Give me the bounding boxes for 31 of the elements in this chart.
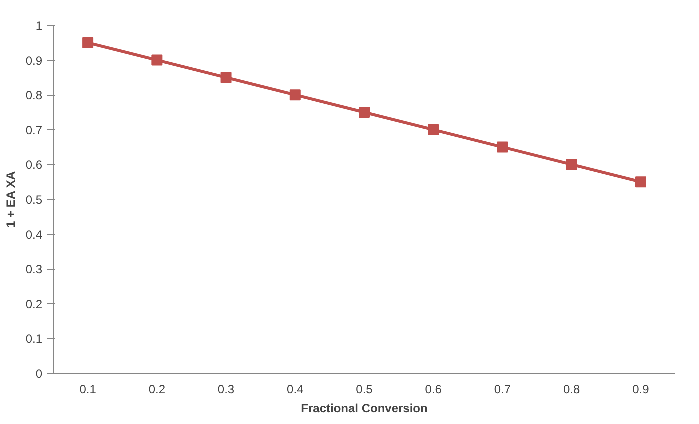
- y-axis-title: 1 + EA XA: [4, 171, 18, 228]
- y-tick-label: 0.7: [26, 123, 43, 138]
- y-tick-label: 0.3: [26, 262, 43, 277]
- x-tick-label: 0.3: [218, 382, 235, 396]
- x-tick-label: 0.7: [494, 382, 512, 396]
- x-axis-title: Fractional Conversion: [301, 402, 428, 416]
- point: [82, 37, 94, 48]
- point: [152, 54, 163, 66]
- y-tick-label: 0.5: [26, 193, 43, 207]
- point: [428, 124, 440, 136]
- y-tick-label: 0: [36, 367, 43, 381]
- x-tick-label: 0.2: [148, 382, 166, 396]
- x-tick-label: 0.9: [632, 382, 650, 396]
- x-tick-label: 0.8: [563, 382, 580, 396]
- x-tick-label: 0.5: [356, 382, 374, 396]
- x-tick-label: 0.4: [287, 382, 304, 396]
- y-tick-label: 0.9: [26, 54, 43, 68]
- y-tick-label: 0.1: [26, 332, 43, 346]
- y-tick-label: 0.6: [26, 158, 43, 172]
- point: [290, 90, 301, 101]
- point: [220, 72, 232, 84]
- x-tick-label: 0.6: [425, 382, 442, 396]
- point: [497, 142, 508, 153]
- x-tick-label: 0.1: [80, 382, 97, 396]
- y-tick-label: 1: [36, 19, 43, 33]
- y-tick-label: 0.8: [26, 88, 43, 103]
- y-tick-label: 0.4: [26, 228, 43, 242]
- point: [635, 176, 646, 188]
- point: [359, 107, 370, 118]
- point: [566, 159, 578, 170]
- y-tick-label: 0.2: [26, 297, 43, 312]
